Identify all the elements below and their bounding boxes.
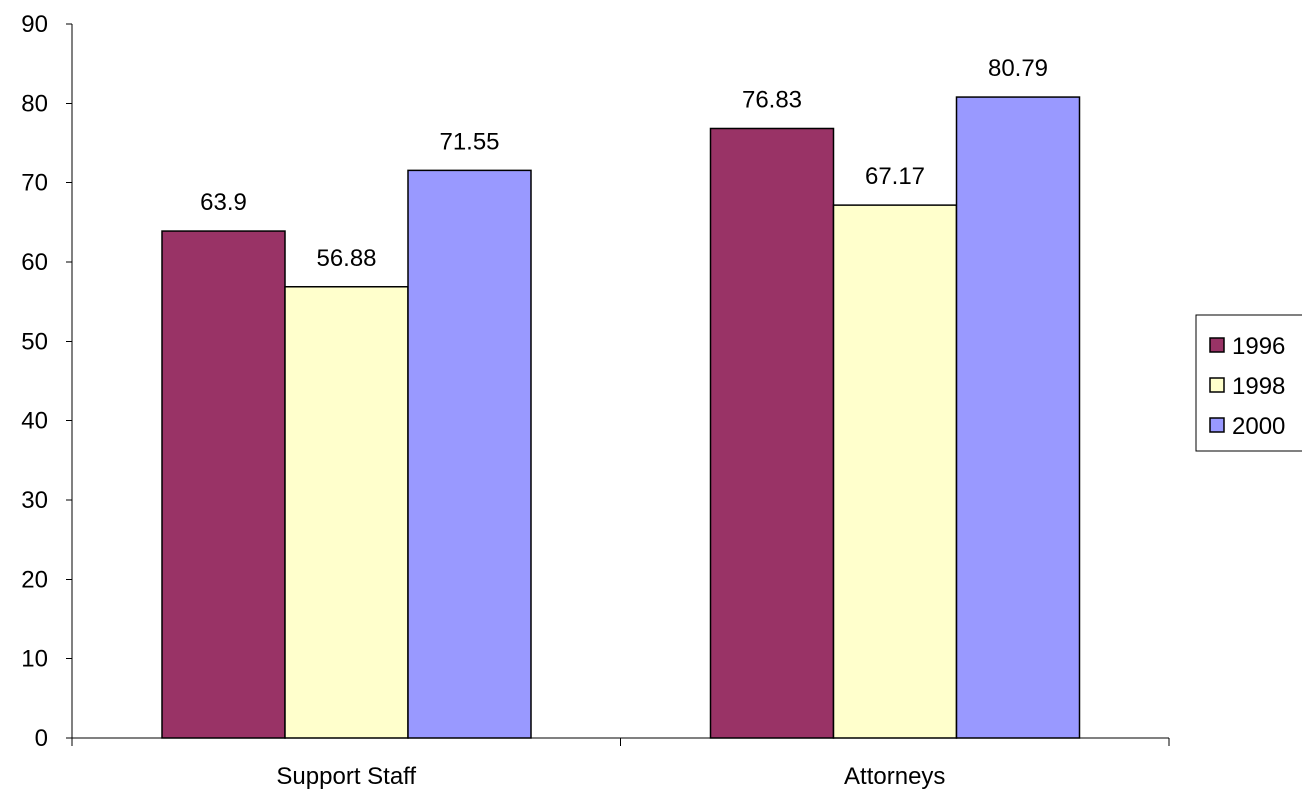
- y-tick-label: 30: [21, 487, 48, 514]
- data-labels: 63.9 56.88 71.55 76.83 67.17 80.79: [200, 55, 1048, 272]
- data-label: 80.79: [988, 55, 1048, 82]
- y-tick-label: 50: [21, 328, 48, 355]
- legend-swatch: [1209, 377, 1225, 393]
- bar-2000-support-staff: [407, 169, 532, 739]
- bars: [161, 96, 1081, 739]
- data-label: 71.55: [439, 128, 499, 155]
- bar-1996-support-staff: [161, 230, 286, 739]
- bar-1998-attorneys: [832, 204, 958, 739]
- y-tick-label: 10: [21, 646, 48, 673]
- bar-2000-attorneys: [955, 96, 1081, 739]
- y-tick-label: 40: [21, 408, 48, 435]
- data-label: 76.83: [742, 86, 802, 113]
- legend-label: 1996: [1232, 333, 1285, 360]
- y-tick-label: 80: [21, 90, 48, 117]
- y-tick-label: 70: [21, 170, 48, 197]
- legend: 1996 1998 2000: [1195, 314, 1302, 452]
- x-category-label: Attorneys: [844, 763, 945, 790]
- data-label: 67.17: [865, 163, 925, 190]
- legend-label: 1998: [1232, 373, 1285, 400]
- x-axis: Support Staff Attorneys: [71, 737, 1170, 790]
- bar-1998-support-staff: [284, 286, 409, 739]
- legend-swatch: [1209, 337, 1225, 353]
- y-tick-label: 60: [21, 249, 48, 276]
- data-label: 63.9: [200, 189, 247, 216]
- bar-1996-attorneys: [709, 127, 835, 739]
- y-axis: 0 10 20 30 40 50 60 70 80 90: [21, 11, 73, 752]
- data-label: 56.88: [316, 245, 376, 272]
- legend-swatch: [1209, 417, 1225, 433]
- y-tick-label: 90: [21, 11, 48, 38]
- x-category-label: Support Staff: [276, 763, 416, 790]
- y-tick-label: 0: [35, 725, 48, 752]
- legend-label: 2000: [1232, 413, 1285, 440]
- plot-area: 0 10 20 30 40 50 60 70 80 90 Support Staff Attorne…: [21, 11, 1170, 790]
- y-tick-label: 20: [21, 566, 48, 593]
